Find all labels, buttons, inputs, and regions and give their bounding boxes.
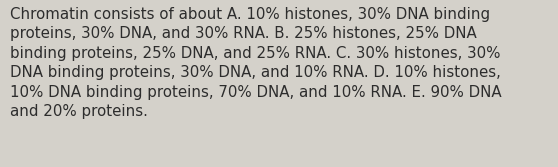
Text: Chromatin consists of about A. 10% histones, 30% DNA binding
proteins, 30% DNA, : Chromatin consists of about A. 10% histo… [10,7,502,119]
